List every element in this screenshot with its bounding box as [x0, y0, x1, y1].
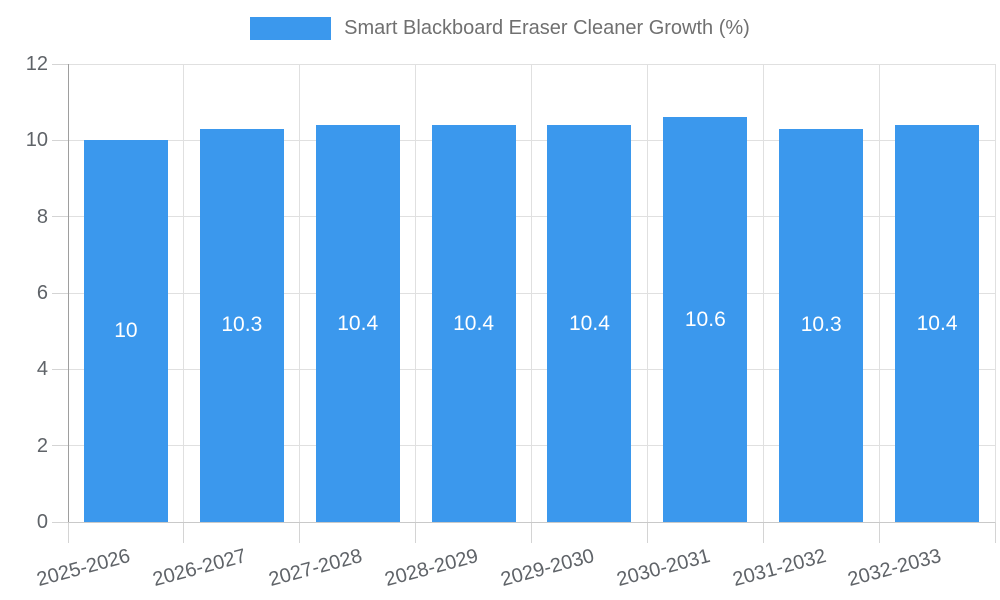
- legend-swatch[interactable]: [250, 16, 332, 40]
- gridline-vertical: [762, 64, 764, 522]
- bar-value-label: 10.4: [569, 311, 610, 335]
- y-tick-label: 12: [25, 53, 48, 75]
- bar: [663, 117, 748, 522]
- y-tick-label: 8: [36, 205, 48, 228]
- y-axis-tick: [52, 445, 68, 447]
- y-axis-line: [67, 64, 69, 522]
- bar-value-label: 10.3: [800, 313, 842, 337]
- x-axis-tick: [415, 522, 417, 543]
- x-tick-label: 2028-2029: [382, 544, 481, 591]
- x-tick-label: 2032-2033: [845, 544, 945, 591]
- bar-value-label: 10.3: [221, 313, 263, 337]
- bar-value-label: 10: [114, 319, 138, 343]
- y-tick-label: 10: [25, 129, 48, 152]
- bar: [315, 125, 400, 522]
- y-axis-tick: [52, 292, 68, 294]
- y-tick-label: 4: [36, 358, 48, 381]
- bar: [199, 128, 284, 522]
- gridline-vertical: [646, 64, 648, 522]
- gridline-vertical: [531, 64, 532, 522]
- gridline-vertical: [415, 64, 417, 522]
- y-axis-tick: [52, 368, 68, 370]
- bar: [431, 125, 516, 522]
- x-tick-label: 2030-2031: [614, 544, 713, 591]
- y-axis-tick: [52, 521, 68, 523]
- gridline-vertical: [994, 64, 996, 522]
- bar-value-label: 10.6: [684, 307, 726, 331]
- x-tick-label: 2026-2027: [150, 544, 249, 591]
- x-axis-tick: [299, 522, 301, 543]
- bar-value-label: 10.4: [916, 311, 958, 335]
- bar: [547, 125, 632, 522]
- bar-value-label: 10.4: [453, 311, 494, 335]
- x-axis-tick: [67, 522, 69, 543]
- x-tick-label: 2025-2026: [34, 544, 133, 591]
- bar: [779, 128, 864, 522]
- x-axis-tick: [183, 522, 185, 543]
- y-tick-label: 6: [36, 282, 48, 304]
- x-axis-tick: [994, 522, 996, 543]
- bar: [895, 125, 980, 522]
- gridline-vertical: [299, 64, 301, 522]
- gridline-vertical: [183, 64, 185, 522]
- x-axis-line: [68, 521, 995, 523]
- chart-legend: Smart Blackboard Eraser Cleaner Growth (…: [0, 16, 1000, 40]
- x-axis-tick: [531, 522, 532, 543]
- x-axis-tick: [878, 522, 880, 543]
- bar-value-label: 10.4: [337, 311, 379, 335]
- x-tick-label: 2029-2030: [498, 544, 597, 591]
- legend-label[interactable]: Smart Blackboard Eraser Cleaner Growth (…: [344, 17, 750, 39]
- x-tick-label: 2027-2028: [266, 544, 365, 591]
- gridline-vertical: [878, 64, 880, 522]
- y-tick-label: 0: [36, 511, 48, 533]
- y-axis-tick: [52, 139, 68, 141]
- x-axis-tick: [762, 522, 764, 543]
- y-axis-tick: [52, 216, 68, 218]
- y-axis-tick: [52, 63, 68, 65]
- y-tick-label: 2: [36, 434, 48, 457]
- x-axis-tick: [646, 522, 648, 543]
- x-tick-label: 2031-2032: [730, 544, 829, 591]
- bar: [83, 140, 168, 522]
